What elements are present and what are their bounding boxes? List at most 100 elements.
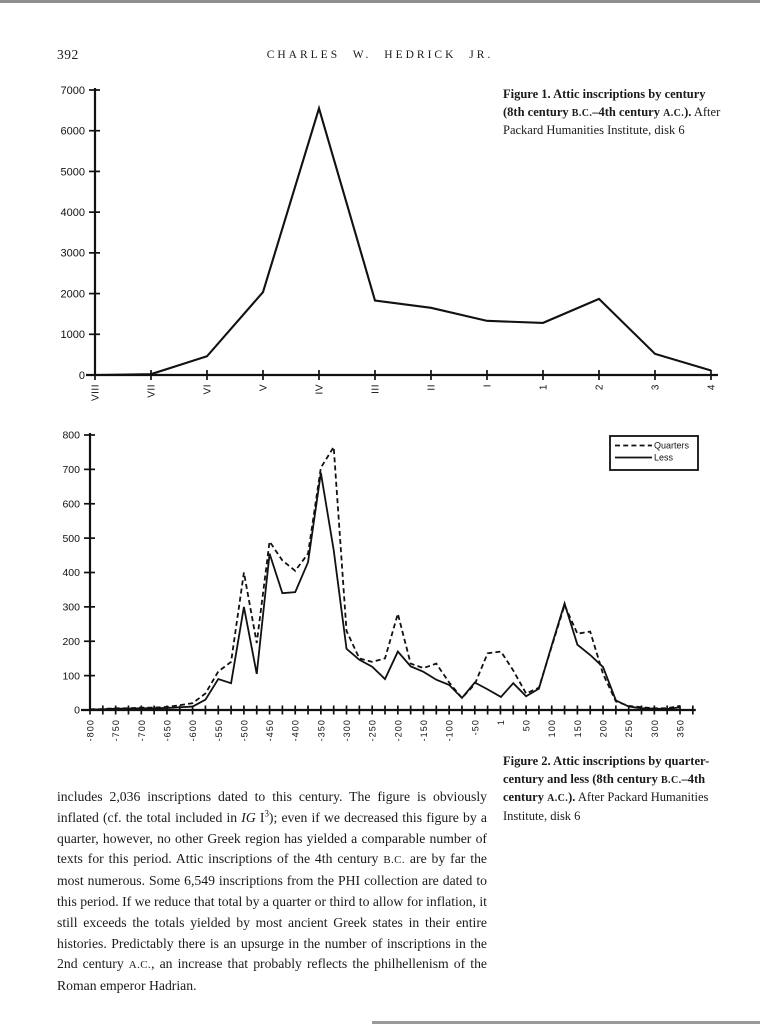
figure2-chart: 0 100 200 300 400 500 600 700 800 -800 -750 -700 -65… xyxy=(62,430,699,741)
x-tick-label: II xyxy=(427,384,438,391)
text-segment: After Packard Humanities Institute, disk… xyxy=(503,790,709,823)
chart2-axes xyxy=(81,433,696,712)
x-tick-label: 100 xyxy=(547,719,557,737)
chart1-x-tick-labels: VIII VII VI V IV III II I 1 2 3 4 xyxy=(91,384,718,401)
text-segment: B.C. xyxy=(383,854,406,867)
y-tick-label: 6000 xyxy=(61,126,85,138)
text-segment: B.C. xyxy=(571,107,593,119)
x-tick-label: 50 xyxy=(522,719,532,731)
text-segment: , an increase that probably reflects the… xyxy=(57,956,487,994)
y-tick-label: 200 xyxy=(62,636,80,648)
legend-label: Less xyxy=(654,453,674,463)
y-tick-label: 2000 xyxy=(61,288,85,300)
x-tick-label: VII xyxy=(147,384,158,398)
text-segment: includes 2,036 inscriptions dated to thi… xyxy=(57,789,487,825)
y-tick-label: 800 xyxy=(62,430,80,442)
chart2-x-ticks xyxy=(89,705,694,715)
y-tick-label: 100 xyxy=(62,670,80,682)
series-line-less xyxy=(89,472,681,711)
y-tick-label: 600 xyxy=(62,498,80,510)
running-head: CHARLES W. HEDRICK JR. xyxy=(266,49,494,61)
y-tick-label: 1000 xyxy=(61,329,85,341)
x-tick-label: 300 xyxy=(650,719,660,737)
legend-label: Quarters xyxy=(654,441,690,451)
text-segment: 3 xyxy=(264,808,269,819)
text-segment: A.C. xyxy=(547,793,569,804)
x-tick-label: I xyxy=(483,384,494,387)
x-tick-label: VI xyxy=(203,384,214,394)
y-tick-label: 500 xyxy=(62,533,80,545)
chart1-axes xyxy=(86,88,718,377)
x-tick-label: 250 xyxy=(624,719,634,737)
x-tick-label: V xyxy=(259,384,270,391)
text-segment: IG xyxy=(241,809,256,825)
y-tick-label: 7000 xyxy=(61,85,85,97)
text-segment: ); even if we decreased this figure by a… xyxy=(57,809,487,867)
text-segment: I xyxy=(255,809,265,825)
x-tick-label: IV xyxy=(315,384,326,394)
chart2-series-less xyxy=(89,472,681,711)
chart1-series xyxy=(94,104,712,377)
x-tick-label: 1 xyxy=(539,384,550,390)
figure2-caption: Figure 2. Attic inscriptions by quarter-… xyxy=(503,753,723,825)
x-tick-label: -50 xyxy=(470,719,480,735)
x-tick-label: -100 xyxy=(445,719,455,741)
y-tick-label: 3000 xyxy=(61,248,85,260)
text-segment: B.C. xyxy=(660,774,682,786)
x-tick-label: -300 xyxy=(342,719,352,741)
text-segment: After Packard Humanities Institute, disk… xyxy=(503,104,721,138)
y-tick-label: 4000 xyxy=(61,207,85,219)
chart1-y-tick-labels: 0 1000 2000 3000 4000 5000 6000 7000 xyxy=(61,85,85,382)
text-segment: A.C. xyxy=(663,107,685,119)
chart2-y-tick-labels: 0 100 200 300 400 500 600 700 800 xyxy=(62,430,80,717)
x-tick-label: 200 xyxy=(599,719,609,737)
x-tick-label: -250 xyxy=(368,719,378,741)
x-tick-label: -500 xyxy=(239,719,249,741)
scan-edge-top xyxy=(0,0,760,3)
text-segment: Figure 2. Attic inscriptions by quarter-… xyxy=(503,754,710,786)
x-tick-label: -600 xyxy=(188,719,198,741)
text-segment: ). xyxy=(684,104,692,119)
chart2-x-tick-labels: -800 -750 -700 -650 -600 -550 -500 -450 -400 -350… xyxy=(86,719,686,741)
x-tick-label: 4 xyxy=(707,384,718,390)
y-tick-label: 700 xyxy=(62,464,80,476)
x-tick-label: -450 xyxy=(265,719,275,741)
figure1-caption: Figure 1. Attic inscriptions by century … xyxy=(503,86,723,140)
text-segment: are by far the most numerous. Some 6,549… xyxy=(57,851,487,972)
x-tick-label: 150 xyxy=(573,719,583,737)
x-tick-label: -550 xyxy=(214,719,224,741)
x-tick-label: 1 xyxy=(496,719,506,725)
x-tick-label: VIII xyxy=(91,384,102,401)
series-line-centuries xyxy=(94,104,712,377)
x-tick-label: 350 xyxy=(676,719,686,737)
chart2-legend: Quarters Less xyxy=(609,435,699,471)
y-tick-label: 0 xyxy=(79,370,85,382)
x-tick-label: -650 xyxy=(162,719,172,741)
text-segment: ). xyxy=(568,790,576,804)
x-tick-label: -750 xyxy=(111,719,121,741)
page-number: 392 xyxy=(57,47,79,62)
y-tick-label: 5000 xyxy=(61,166,85,178)
y-tick-label: 400 xyxy=(62,567,80,579)
y-tick-label: 0 xyxy=(74,705,80,717)
text-segment: –4th century xyxy=(592,104,664,119)
text-segment: Figure 1. Attic inscriptions by century … xyxy=(503,87,706,119)
y-tick-label: 300 xyxy=(62,602,80,614)
x-tick-label: -200 xyxy=(393,719,403,741)
body-paragraph: includes 2,036 inscriptions dated to thi… xyxy=(57,787,487,997)
text-segment: A.C. xyxy=(128,959,152,972)
x-tick-label: 3 xyxy=(651,384,662,390)
x-tick-label: -350 xyxy=(316,719,326,741)
chart2-series-quarters xyxy=(89,444,681,711)
legend-box xyxy=(609,435,699,471)
x-tick-label: -400 xyxy=(291,719,301,741)
text-segment: –4th century xyxy=(503,771,706,805)
x-tick-label: -800 xyxy=(86,719,96,741)
x-tick-label: III xyxy=(371,384,382,394)
x-tick-label: -150 xyxy=(419,719,429,741)
x-tick-label: 2 xyxy=(595,384,606,390)
x-tick-label: -700 xyxy=(137,719,147,741)
scan-edge-bottom xyxy=(372,1021,760,1024)
